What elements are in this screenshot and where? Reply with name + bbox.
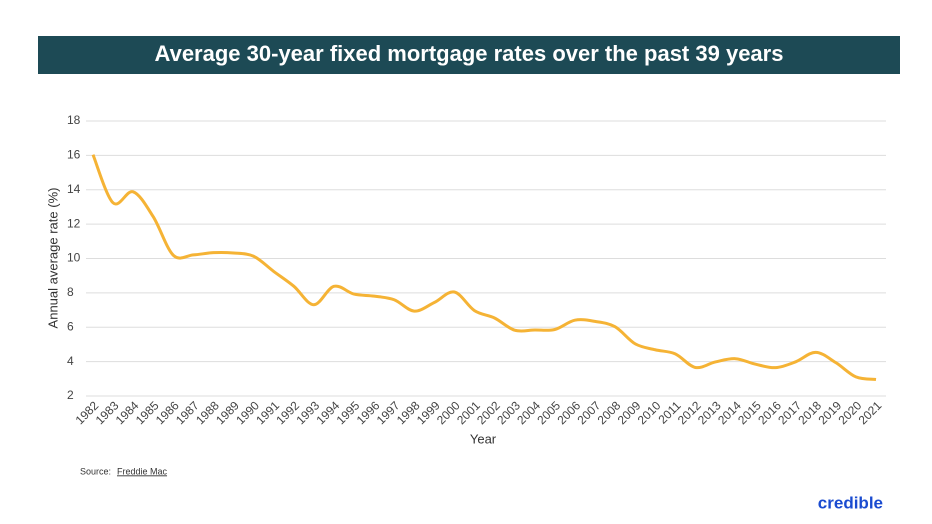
y-tick-label: 8 bbox=[67, 285, 74, 299]
title-bar bbox=[38, 36, 900, 74]
y-tick-label: 6 bbox=[67, 319, 74, 333]
y-tick-label: 4 bbox=[67, 354, 74, 368]
y-tick-label: 12 bbox=[67, 216, 81, 230]
y-axis-label: Annual average rate (%) bbox=[45, 188, 60, 329]
source-link[interactable]: Freddie Mac bbox=[117, 466, 168, 476]
line bbox=[91, 154, 877, 381]
y-tick-label: 16 bbox=[67, 148, 81, 162]
x-axis-label: Year bbox=[470, 431, 497, 446]
y-tick-label: 18 bbox=[67, 113, 81, 127]
source-prefix: Source: bbox=[80, 466, 111, 476]
x-tick-label: 2021 bbox=[856, 398, 885, 427]
y-tick-label: 14 bbox=[67, 182, 81, 196]
logo: credible bbox=[818, 493, 883, 512]
y-tick-label: 2 bbox=[67, 388, 74, 402]
chart-title: Average 30-year fixed mortgage rates ove… bbox=[155, 41, 784, 66]
y-tick-label: 10 bbox=[67, 251, 81, 265]
